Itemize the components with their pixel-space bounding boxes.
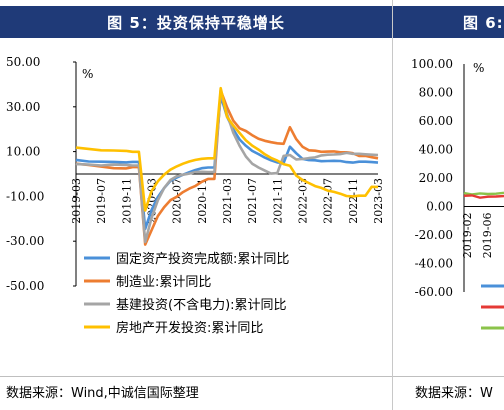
x-tick-label: 2023-03 [372, 178, 385, 224]
y-tick-label: 50.00 [6, 55, 40, 69]
x-tick-label: 2021-07 [246, 178, 259, 224]
right-y-tick-label: -60.00 [415, 285, 453, 299]
x-tick-label: 2022-11 [347, 178, 360, 224]
y-tick-label: -30.00 [6, 234, 44, 248]
right-y-tick-label: -40.00 [415, 257, 453, 271]
y-tick-label: 30.00 [6, 100, 40, 114]
legend-label-4: 房地产开发投资:累计同比 [116, 320, 263, 336]
right-x-tick-label: 2019-02 [461, 213, 474, 259]
right-unit-label: % [473, 61, 484, 75]
series-line-4 [75, 86, 379, 212]
x-tick-label: 2021-03 [221, 178, 234, 224]
right-chart-title: 图 6: [393, 6, 504, 38]
right-y-tick-label: 20.00 [419, 171, 453, 185]
right-chart-svg: 100.00 80.00 60.00 40.00 20.00 0.00 -20.00 -40.… [411, 57, 504, 330]
y-tick-label: -50.00 [6, 279, 44, 293]
legend-label-1: 固定资产投资完成额:累计同比 [116, 251, 289, 267]
series-line-2 [75, 89, 379, 246]
right-y-tick-label: 100.00 [411, 57, 453, 71]
legend-label-3: 基建投资(不含电力):累计同比 [116, 297, 287, 313]
y-tick-label: -10.00 [6, 189, 44, 203]
x-tick-label: 2020-11 [196, 178, 209, 224]
legend-label-2: 制造业:累计同比 [116, 275, 211, 290]
right-y-tick-label: 0.00 [426, 200, 453, 214]
x-tick-label: 2019-07 [95, 178, 108, 224]
x-tick-label: 2019-11 [120, 178, 133, 224]
x-tick-label: 2020-03 [146, 178, 159, 224]
unit-label: % [82, 67, 93, 81]
series-line-1 [75, 94, 379, 231]
x-tick-label: 2019-03 [70, 178, 83, 224]
x-tick-label: 2022-07 [322, 178, 335, 224]
left-chart-svg: 50.00 30.00 10.00 -10.00 -30.00 -50.00% 2019-0… [6, 55, 385, 336]
series-line-3 [75, 90, 379, 244]
right-source-note: 数据来源：W [393, 376, 504, 410]
right-y-tick-label: -20.00 [415, 228, 453, 242]
x-tick-label: 2022-03 [297, 178, 310, 224]
right-series-line-2 [463, 194, 504, 199]
right-y-tick-label: 80.00 [419, 86, 453, 100]
left-chart-panel: 图 5：投资保持平稳增长 50.00 30.00 10.00 -10.00 -30.00… [0, 6, 392, 410]
x-tick-label: 2020-07 [171, 178, 184, 224]
right-x-tick-label: 2019-06 [481, 213, 494, 259]
right-y-tick-label: 40.00 [419, 143, 453, 157]
right-chart-panel: 图 6: 100.00 80.00 60.00 40.00 20.00 0.00 -20.0… [392, 0, 504, 410]
left-source-note: 数据来源：Wind,中诚信国际整理 [0, 376, 392, 410]
x-tick-label: 2021-11 [271, 178, 284, 224]
right-y-tick-label: 60.00 [419, 114, 453, 128]
y-tick-label: 10.00 [6, 145, 40, 159]
left-chart-title: 图 5：投资保持平稳增长 [0, 6, 392, 38]
right-series-line-1 [463, 191, 504, 196]
